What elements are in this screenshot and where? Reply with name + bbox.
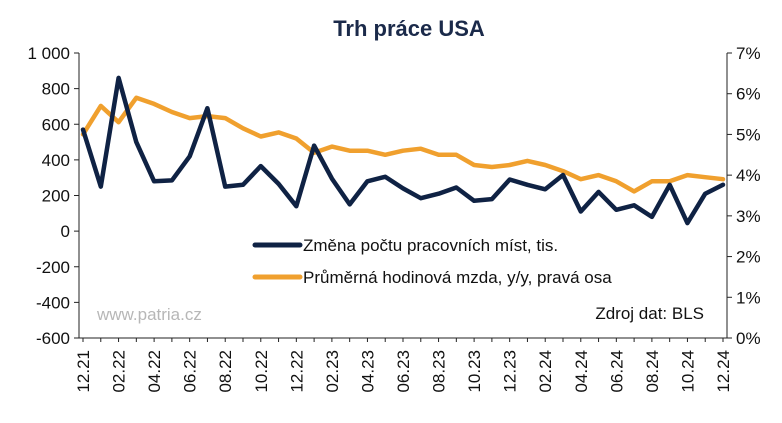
series-lines: [80, 75, 726, 226]
x-axis-ticks: 12.21 02.22 04.22 06.22 08.22 10.22 12.22 02.23…: [74, 338, 733, 393]
legend-label-wage: Průměrná hodinová mzda, y/y, pravá osa: [303, 268, 612, 287]
right-tick-label: 6%: [736, 85, 761, 104]
x-tick-label: 04.23: [358, 350, 377, 393]
x-tick-label: 08.24: [643, 350, 662, 393]
left-tick-label: 800: [42, 80, 70, 99]
legend: Změna počtu pracovních míst, tis. Průměr…: [252, 236, 612, 287]
right-tick-label: 2%: [736, 248, 761, 267]
x-tick-label: 06.24: [607, 350, 626, 393]
right-tick-label: 3%: [736, 207, 761, 226]
x-tick-label: 04.24: [572, 350, 591, 393]
x-tick-label: 10.24: [678, 350, 697, 393]
x-tick-label: 12.21: [74, 350, 93, 393]
x-tick-label: 10.23: [465, 350, 484, 393]
source-note: Zdroj dat: BLS: [595, 304, 704, 323]
x-tick-label: 06.22: [181, 350, 200, 393]
right-tick-label: 0%: [736, 329, 761, 348]
left-tick-label: 1 000: [27, 44, 70, 63]
series-line-jobs: [80, 75, 726, 226]
x-tick-label: 12.23: [501, 350, 520, 393]
right-tick-label: 1%: [736, 288, 761, 307]
x-tick-label: 12.22: [287, 350, 306, 393]
left-tick-label: 600: [42, 115, 70, 134]
axes: [78, 53, 728, 339]
left-axis-ticks: 1 000 800 600 400 200 0 -200 -400 -600: [27, 44, 79, 348]
left-tick-label: -600: [36, 329, 70, 348]
chart-title: Trh práce USA: [333, 16, 485, 41]
x-tick-label: 06.23: [394, 350, 413, 393]
left-tick-label: 200: [42, 187, 70, 206]
left-tick-label: 400: [42, 151, 70, 170]
watermark: www.patria.cz: [96, 305, 202, 324]
x-tick-label: 02.23: [323, 350, 342, 393]
legend-label-jobs: Změna počtu pracovních míst, tis.: [303, 236, 558, 255]
left-tick-label: -200: [36, 258, 70, 277]
right-tick-label: 5%: [736, 125, 761, 144]
right-tick-label: 7%: [736, 44, 761, 63]
series-line-wage: [80, 95, 726, 194]
left-tick-label: 0: [61, 222, 70, 241]
x-tick-label: 08.22: [216, 350, 235, 393]
x-tick-label: 08.23: [430, 350, 449, 393]
x-tick-label: 12.24: [714, 350, 733, 393]
x-tick-label: 04.22: [145, 350, 164, 393]
right-axis-ticks: 7% 6% 5% 4% 3% 2% 1% 0%: [727, 44, 761, 348]
x-tick-label: 10.22: [252, 350, 271, 393]
x-tick-label: 02.24: [536, 350, 555, 393]
x-tick-label: 02.22: [110, 350, 129, 393]
right-tick-label: 4%: [736, 166, 761, 185]
left-tick-label: -400: [36, 293, 70, 312]
